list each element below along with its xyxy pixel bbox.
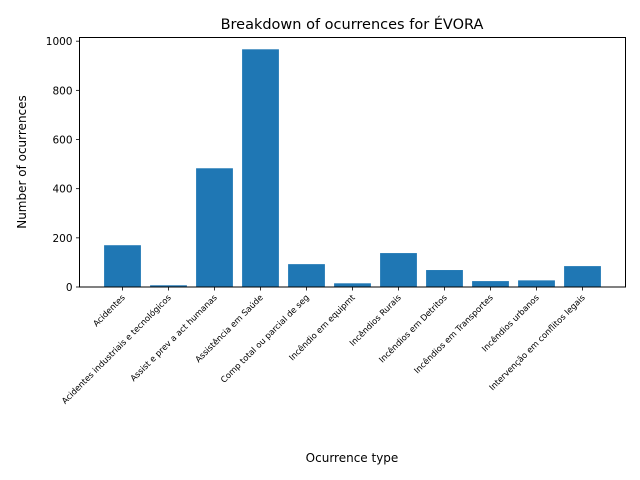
x-tick-label: Assist e prev a act humanas — [128, 292, 219, 383]
y-tick-label: 400 — [52, 184, 72, 196]
bar — [426, 270, 463, 287]
bars-group — [104, 49, 601, 287]
bar — [242, 49, 279, 287]
bar — [472, 281, 509, 287]
y-axis-label: Number of ocurrences — [15, 95, 29, 229]
chart-title: Breakdown of ocurrences for ÉVORA — [221, 16, 484, 33]
x-tick-label: Comp total ou parcial de seg — [218, 292, 310, 384]
x-axis-label: Ocurrence type — [306, 451, 399, 465]
plot-frame — [79, 37, 626, 288]
y-tick-label: 1000 — [46, 36, 73, 48]
bar — [564, 266, 601, 287]
y-axis: 0 200 400 600 800 1000 — [46, 36, 80, 294]
y-tick-label: 200 — [52, 233, 72, 245]
y-tick-label: 600 — [52, 135, 72, 147]
bar — [380, 253, 417, 287]
y-tick-label: 0 — [66, 282, 73, 294]
x-tick-label: Incêndios em Transportes — [412, 292, 495, 375]
x-tick-label: Intervenção em conflitos legais — [487, 292, 587, 392]
y-tick-label: 800 — [52, 85, 72, 97]
bar — [104, 245, 141, 287]
x-tick-label: Acidentes — [91, 292, 127, 328]
bar — [288, 264, 325, 287]
bar — [150, 285, 187, 287]
bar — [518, 280, 555, 287]
bar — [196, 168, 233, 287]
bar — [334, 283, 371, 287]
